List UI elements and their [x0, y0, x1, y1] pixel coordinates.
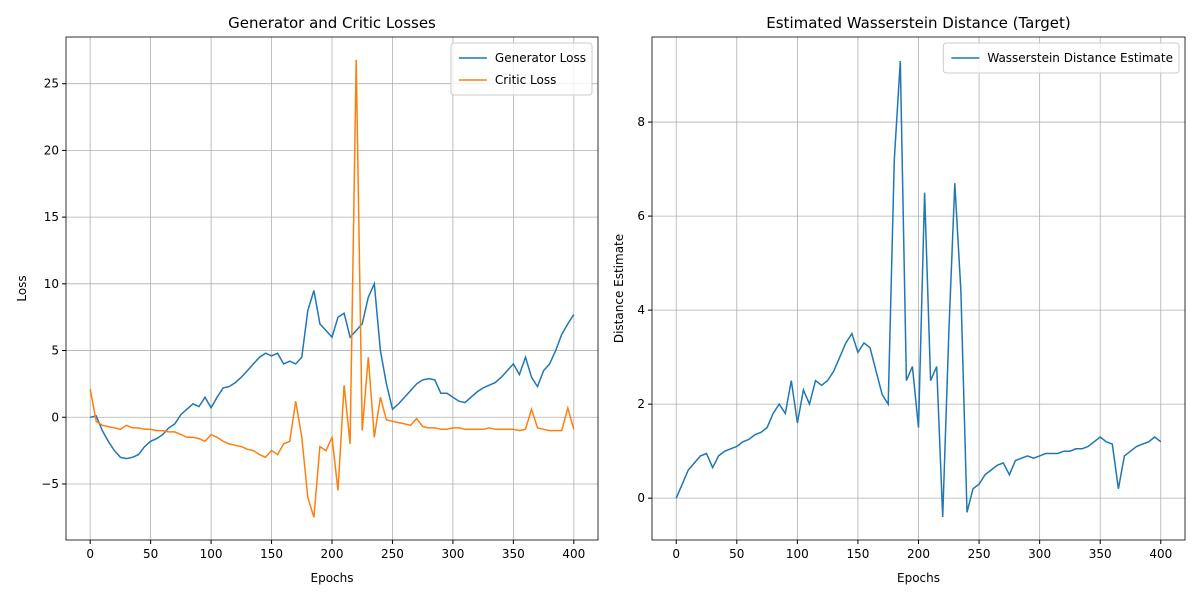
legend: Wasserstein Distance Estimate: [942, 42, 1180, 74]
x-tick-label: 200: [321, 547, 344, 561]
x-axis-label: Epochs: [897, 571, 940, 585]
axes-frame: [65, 36, 599, 541]
y-tick-label: 20: [44, 143, 59, 157]
x-tick-label: 100: [786, 547, 809, 561]
legend-box: [450, 42, 593, 96]
x-tick-label: 400: [562, 547, 585, 561]
x-tick-label: 0: [672, 547, 680, 561]
legend-label: Wasserstein Distance Estimate: [987, 51, 1173, 65]
y-tick-label: 5: [51, 344, 59, 358]
y-tick-label: 2: [637, 397, 645, 411]
x-tick-label: 300: [441, 547, 464, 561]
chart-title: Generator and Critic Losses: [228, 14, 436, 32]
y-tick-label: 0: [637, 491, 645, 505]
x-tick-label: 200: [907, 547, 930, 561]
subplot: Estimated Wasserstein Distance (Target) E…: [612, 14, 1186, 585]
x-tick-label: 100: [200, 547, 223, 561]
x-tick-label: 50: [729, 547, 744, 561]
x-tick-label: 150: [260, 547, 283, 561]
series-line: [89, 59, 575, 518]
legend-label: Critic Loss: [495, 73, 556, 87]
series-line: [90, 280, 575, 460]
x-tick-label: 250: [968, 547, 991, 561]
y-tick-label: −5: [41, 477, 59, 491]
y-tick-label: 4: [637, 303, 645, 317]
y-tick-label: 15: [44, 210, 59, 224]
x-tick-label: 350: [1089, 547, 1112, 561]
axes-frame: [651, 36, 1186, 541]
y-tick-label: 0: [51, 410, 59, 424]
x-axis-label: Epochs: [311, 571, 354, 585]
x-tick-label: 300: [1028, 547, 1051, 561]
x-tick-label: 250: [381, 547, 404, 561]
y-tick-label: 8: [637, 115, 645, 129]
y-axis-label: Distance Estimate: [612, 234, 626, 343]
y-tick-label: 10: [44, 277, 59, 291]
legend-label: Generator Loss: [495, 51, 586, 65]
legend-box: [942, 42, 1180, 74]
y-tick-label: 6: [637, 209, 645, 223]
legend: Generator Loss Critic Loss: [450, 42, 593, 96]
x-tick-label: 150: [846, 547, 869, 561]
y-axis-label: Loss: [15, 275, 29, 301]
x-tick-label: 400: [1149, 547, 1172, 561]
x-tick-label: 50: [143, 547, 158, 561]
x-tick-label: 0: [86, 547, 94, 561]
series-line: [675, 60, 1162, 518]
chart-title: Estimated Wasserstein Distance (Target): [766, 14, 1070, 32]
x-tick-label: 350: [502, 547, 525, 561]
y-tick-label: 25: [44, 77, 59, 91]
